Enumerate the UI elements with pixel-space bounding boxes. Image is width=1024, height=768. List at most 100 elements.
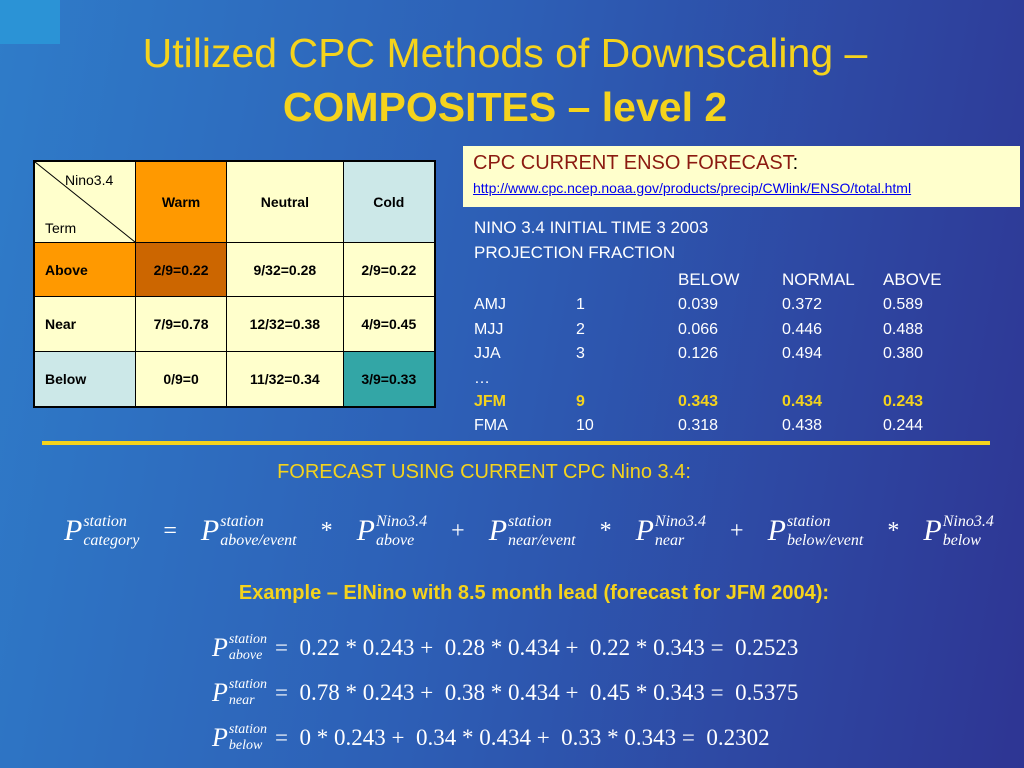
forecast-cell: 0.446 [782,321,823,338]
forecast-cell: 0.244 [883,417,924,434]
colon: : [792,152,799,174]
forecast-cell: 0.488 [883,321,924,338]
p-symbol: P [488,514,508,547]
title-line: COMPOSITES – level 2 [282,84,728,130]
forecast-box-title: CPC CURRENT ENSO FORECAST: [473,152,798,175]
forecast-cell: 0.243 [883,393,924,410]
scripts: station above [229,632,267,664]
scripts: station near [229,677,267,709]
header-row: Nino3.4 Term Warm Neutral Cold [33,160,436,243]
p-symbol: P [356,514,375,547]
p-symbol: P [767,514,786,547]
subscript: above [375,532,415,549]
superscript: station [83,513,127,530]
subscript: category [83,532,140,549]
forecast-cell: JJA [474,345,501,362]
forecast-column-header: ABOVE [883,270,942,289]
scripts: station below/event [787,512,863,550]
equation-rhs: = 0.78 * 0.243 + 0.38 * 0.434 + 0.45 * 0… [275,680,799,705]
operator: = [163,517,177,544]
table-row: Near 7/9=0.78 12/32=0.38 4/9=0.45 [33,296,436,352]
p-symbol: P [212,678,228,707]
forecast-cell: 0.039 [678,296,719,313]
column-header: Warm [134,160,228,243]
forecast-cell: … [474,370,490,387]
table-cell: 2/9=0.22 [134,241,228,298]
scripts: station near/event [508,512,576,550]
forecast-cell: 1 [576,296,585,313]
operator: * [887,517,900,544]
p-symbol: P [200,514,220,547]
table-cell: 9/32=0.28 [226,241,344,298]
table-cell: 4/9=0.45 [342,296,436,352]
subscript: near/event [508,532,576,549]
table-row: Below 0/9=0 11/32=0.34 3/9=0.33 [33,350,436,408]
forecast-cell: 0.434 [782,393,823,410]
composite-table: Nino3.4 Term Warm Neutral Cold Above 2/9=0.22 9… [33,160,436,408]
forecast-cell: 0.494 [782,345,823,362]
table-cell: 2/9=0.22 [342,241,436,298]
scripts: Nino3.4 below [943,512,994,550]
p-symbol: P [212,633,228,662]
forecast-cell: JFM [474,393,506,410]
example-heading: Example – ElNino with 8.5 month lead (fo… [238,582,830,604]
link[interactable]: http://www.cpc.ncep.noaa.gov/products/pr… [473,180,912,196]
scripts: station category [83,512,139,550]
table-row: Above 2/9=0.22 9/32=0.28 2/9=0.22 [33,241,436,298]
forecast-cell: 0.589 [883,296,924,313]
table-cell: 3/9=0.33 [342,350,436,408]
row-label: Below [33,350,136,408]
p-symbol: P [923,514,942,547]
subscript: above [228,648,263,663]
superscript: station [786,513,831,530]
row-label: Near [33,296,136,352]
superscript: station [228,722,268,737]
forecast-line: PROJECTION FRACTION [474,243,676,262]
p-term: P Nino3.4 near [636,512,706,550]
scripts: station below [229,722,267,754]
operator: * [599,517,612,544]
superscript: Nino3.4 [942,513,994,530]
subscript: below [228,738,263,753]
forecast-cell: 2 [576,321,585,338]
forecast-cell: 10 [576,417,594,434]
title-line: Utilized CPC Methods of Downscaling – [142,30,868,76]
forecast-cell: 0.318 [678,417,719,434]
equation-rhs: = 0 * 0.243 + 0.34 * 0.434 + 0.33 * 0.34… [275,725,770,750]
forecast-box: CPC CURRENT ENSO FORECAST: http://www.cp… [463,146,1020,207]
superscript: Nino3.4 [375,513,428,530]
row-label: Above [33,241,136,298]
forecast-cell: AMJ [474,296,506,313]
forecast-column-header: BELOW [678,270,740,289]
table-cell: 11/32=0.34 [226,350,344,408]
p-symbol: P [212,723,228,752]
column-header: Neutral [226,160,344,243]
forecast-column-header: NORMAL [782,270,855,289]
superscript: station [508,513,552,530]
forecast-cell: MJJ [474,321,504,338]
forecast-cell: 0.126 [678,345,719,362]
subscript: below/event [786,532,864,549]
forecast-cell: 3 [576,345,585,362]
forecast-cell: 0.438 [782,417,823,434]
scripts: Nino3.4 near [655,512,706,550]
forecast-cell: 9 [576,393,585,410]
table-cell: 7/9=0.78 [134,296,228,352]
table-cell: 0/9=0 [134,350,228,408]
subscript: below [942,532,981,549]
diagonal [35,162,135,242]
superscript: station [228,677,268,692]
scripts: Nino3.4 above [376,512,427,550]
operator: + [730,517,744,544]
operator: * [320,517,333,544]
forecast-cell: 0.066 [678,321,719,338]
